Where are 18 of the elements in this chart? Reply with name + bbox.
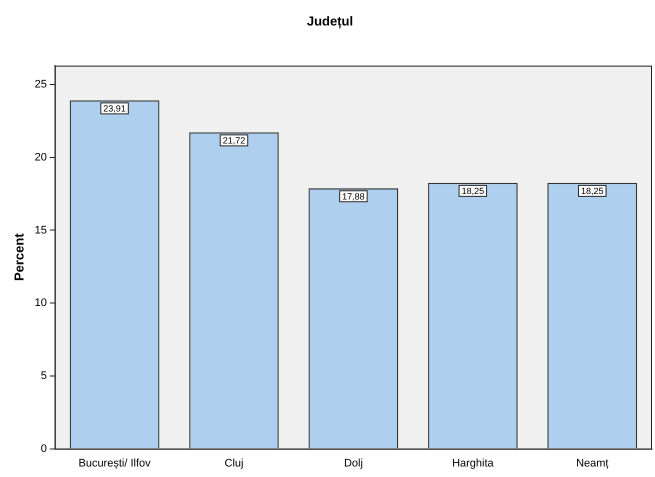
chart-title: Județul [306, 13, 354, 30]
y-tick-label: 20 [34, 151, 47, 164]
y-tick-label: 25 [34, 78, 47, 91]
y-tick-label: 15 [34, 224, 47, 236]
data-label: 23,91 [103, 103, 126, 114]
x-tick-label: Cluj [224, 457, 244, 470]
y-tick-label: 10 [34, 297, 47, 310]
data-label: 18,25 [462, 186, 484, 196]
data-label: 17,88 [342, 191, 365, 202]
x-tick-label: Neamț [576, 457, 608, 470]
x-tick-label: Dolj [344, 457, 363, 470]
data-label: 21,72 [222, 135, 246, 146]
data-label: 18,25 [581, 186, 604, 196]
x-tick-label: București/ Ilfov [78, 457, 152, 470]
y-tick-label: 5 [40, 370, 47, 382]
x-tick-label: Harghita [452, 457, 495, 470]
y-tick-label: 0 [40, 442, 47, 455]
y-axis-title: Percent [11, 232, 26, 282]
